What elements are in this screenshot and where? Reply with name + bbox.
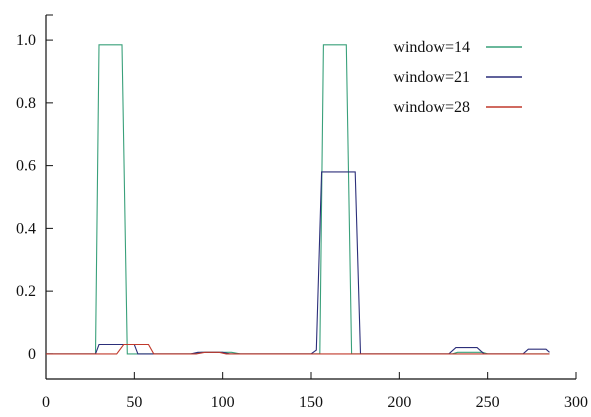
series-line-window-14	[46, 44, 550, 355]
y-tick-label: 0.6	[16, 158, 36, 175]
legend: window=14 window=21 window=28	[393, 39, 522, 116]
y-tick-label: 0.2	[16, 283, 36, 300]
x-tick-label: 300	[564, 394, 588, 411]
x-tick-label: 0	[42, 394, 50, 411]
legend-label: window=14	[393, 39, 470, 56]
x-tick-label: 150	[299, 394, 323, 411]
x-tick-label: 50	[126, 394, 142, 411]
x-tick-label: 100	[211, 394, 235, 411]
y-tick-label: 0	[28, 346, 36, 363]
x-tick-label: 200	[387, 394, 411, 411]
y-tick-label: 1.0	[16, 32, 36, 49]
legend-label: window=28	[393, 99, 470, 116]
series-lines	[46, 44, 550, 355]
y-tick-label: 0.8	[16, 95, 36, 112]
x-tick-label: 250	[476, 394, 500, 411]
series-line-window-21	[46, 171, 550, 355]
series-line-window-28	[46, 343, 550, 355]
axes: 0 0.2 0.4 0.6 0.8 1.0 0 50 100 150 200 250 300	[16, 14, 588, 411]
legend-label: window=21	[393, 69, 470, 86]
y-tick-label: 0.4	[16, 220, 36, 237]
